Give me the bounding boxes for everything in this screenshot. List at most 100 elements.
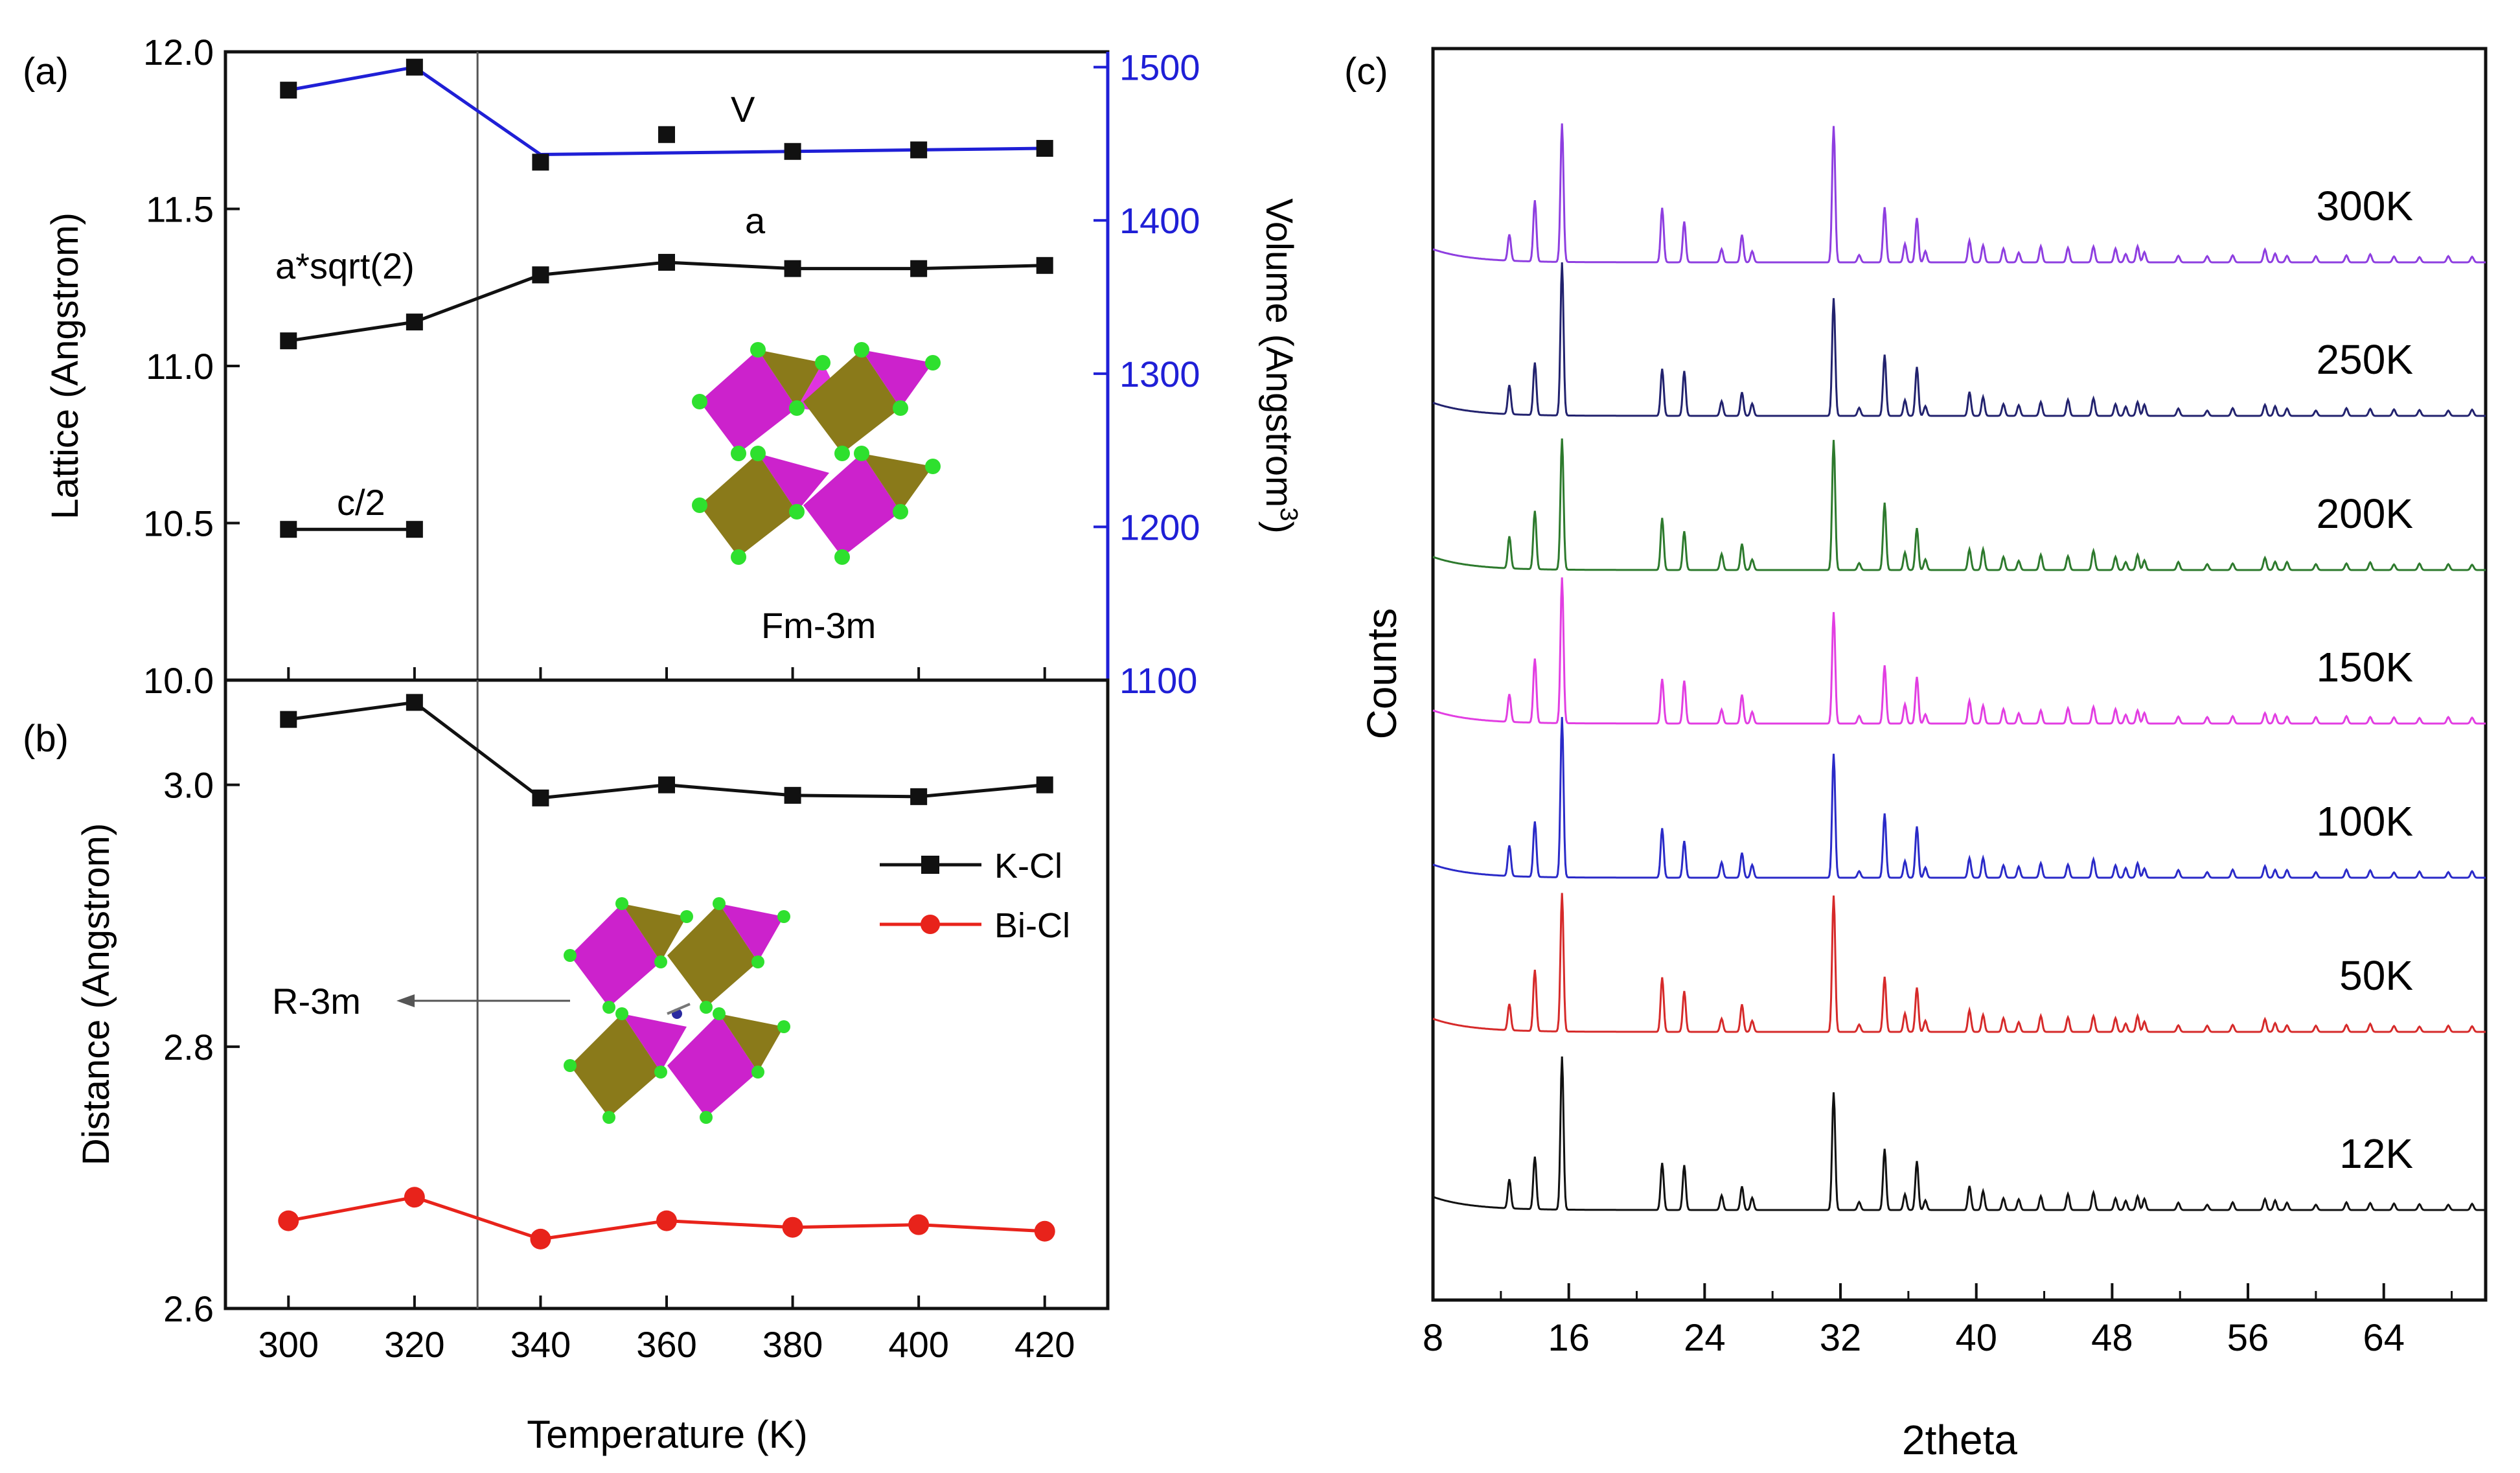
series-v-point (658, 126, 675, 143)
series-v-point (280, 82, 297, 99)
c-x-tick-label: 8 (1423, 1317, 1443, 1359)
panel-b-ylabel: Distance (Angstrom) (75, 823, 117, 1166)
panel-a-series (280, 58, 1053, 538)
series-v-line (288, 65, 1045, 157)
b-x-tick-label: 300 (258, 1324, 319, 1365)
panel-a: (a) 10.0 10.5 11.0 11.5 12.0 1100 1200 1300 140… (23, 32, 1302, 701)
b-y-tick-label: 2.8 (163, 1027, 214, 1068)
series-a-point (784, 260, 801, 277)
series-a-point (658, 253, 675, 271)
r3m-structure-image (564, 897, 790, 1124)
label-c-half: c/2 (337, 482, 385, 523)
panel-b-x-ticks: 300 320 340 360 380 400 420 (258, 1296, 1075, 1365)
panel-c-xlabel: 2theta (1902, 1417, 2017, 1463)
series-k-cl-point (280, 711, 297, 728)
label-v: V (731, 89, 755, 130)
legend-kcl-marker (921, 856, 939, 874)
label-r3m: R-3m (272, 981, 361, 1022)
series-a-sqrt-2--point (280, 332, 297, 350)
pattern-150k-line (1432, 577, 2486, 725)
panel-a-y2label-sup: 3 (1275, 507, 1302, 521)
c-x-tick-label: 56 (2227, 1317, 2269, 1359)
panel-b-label: (b) (23, 718, 69, 760)
pattern-100k-label: 100K (2317, 798, 2413, 845)
panel-c-patterns: 300K 250K 200K 150K 100K 50K 12K (1432, 123, 2486, 1211)
pattern-50k-label: 50K (2339, 952, 2413, 999)
series-bi-cl-point (908, 1214, 930, 1235)
series-v-point (1036, 140, 1053, 157)
pattern-300k-label: 300K (2317, 183, 2413, 229)
series-a-point (1036, 257, 1053, 274)
series-k-cl-point (784, 786, 801, 804)
a-left-tick-label: 10.5 (143, 503, 214, 544)
pattern-150k-label: 150K (2317, 644, 2413, 691)
legend-bicl-marker (921, 915, 940, 934)
pattern-50k-line (1432, 893, 2486, 1033)
b-y-tick-label: 3.0 (163, 765, 214, 806)
series-bi-cl-point (530, 1228, 551, 1250)
legend-kcl-label: K-Cl (994, 847, 1062, 885)
a-right-tick-label: 1500 (1119, 47, 1200, 88)
label-a: a (745, 200, 766, 241)
b-x-tick-label: 340 (510, 1324, 571, 1365)
a-right-tick-label: 1300 (1119, 354, 1200, 394)
series-c-2-point (406, 521, 423, 538)
panel-c-label: (c) (1344, 51, 1388, 93)
b-y-tick-label: 2.6 (163, 1288, 214, 1329)
panel-a-left-ticks: 10.0 10.5 11.0 11.5 12.0 (143, 32, 240, 701)
panel-a-y2label-main: Volume (Angstrom (1258, 198, 1300, 507)
a-left-tick-label: 11.5 (146, 189, 214, 230)
series-v-point (532, 154, 549, 171)
a-right-tick-label: 1400 (1119, 200, 1200, 241)
a-right-tick-label: 1100 (1119, 660, 1197, 701)
panel-c: (c) Counts 2theta 8 16 24 32 40 48 56 64 300K 25… (1344, 47, 2488, 1463)
label-fm3m: Fm-3m (761, 605, 876, 646)
c-x-tick-label: 48 (2091, 1317, 2133, 1359)
panel-b-legend: K-Cl Bi-Cl (880, 847, 1070, 945)
pattern-250k-line (1432, 262, 2486, 417)
panel-b-series (278, 694, 1055, 1250)
panel-a-frame (223, 50, 1110, 682)
b-x-tick-label: 320 (384, 1324, 444, 1365)
pattern-250k-label: 250K (2317, 336, 2413, 383)
series-a-point (532, 266, 549, 284)
panel-c-x-ticks: 8 16 24 32 40 48 56 64 (1423, 1283, 2453, 1359)
series-c-2-point (280, 521, 297, 538)
pattern-12k-label: 12K (2339, 1130, 2413, 1177)
series-k-cl-point (1036, 776, 1053, 794)
panel-a-label: (a) (23, 51, 69, 93)
b-x-tick-label: 360 (636, 1324, 696, 1365)
panel-b-xlabel: Temperature (K) (527, 1413, 807, 1456)
pattern-12k-line (1432, 1056, 2486, 1211)
c-x-tick-label: 24 (1684, 1317, 1726, 1359)
series-k-cl-point (532, 789, 549, 806)
a-right-tick-label: 1200 (1119, 507, 1200, 547)
pattern-200k-label: 200K (2317, 490, 2413, 537)
series-bi-cl-point (782, 1216, 803, 1238)
series-a-sqrt-2--point (406, 314, 423, 331)
c-x-tick-label: 32 (1820, 1317, 1862, 1359)
series-bi-cl-point (278, 1210, 299, 1231)
a-left-tick-label: 10.0 (143, 660, 214, 701)
fm3m-structure-image (692, 342, 941, 565)
panel-a-x-ticks (287, 667, 1046, 680)
pattern-200k-line (1432, 438, 2486, 571)
series-bi-cl-point (656, 1210, 677, 1231)
series-v-point (784, 143, 801, 160)
b-x-tick-label: 420 (1014, 1324, 1075, 1365)
c-x-tick-label: 40 (1955, 1317, 1997, 1359)
series-a-point (910, 260, 928, 277)
pattern-300k-line (1432, 123, 2486, 264)
c-x-tick-label: 64 (2363, 1317, 2405, 1359)
series-bi-cl-point (404, 1187, 425, 1208)
c-x-tick-label: 16 (1548, 1317, 1590, 1359)
legend-bicl-label: Bi-Cl (994, 906, 1070, 945)
r3m-arrow-head (396, 994, 415, 1007)
b-x-tick-label: 380 (762, 1324, 823, 1365)
panel-b: (b) 2.6 2.8 3.0 300 320 340 360 380 400 420 Dist… (23, 678, 1110, 1456)
series-k-cl-point (406, 694, 423, 711)
a-left-tick-label: 11.0 (146, 346, 214, 387)
series-k-cl-point (658, 776, 675, 794)
b-x-tick-label: 400 (888, 1324, 948, 1365)
pattern-100k-line (1432, 716, 2486, 879)
